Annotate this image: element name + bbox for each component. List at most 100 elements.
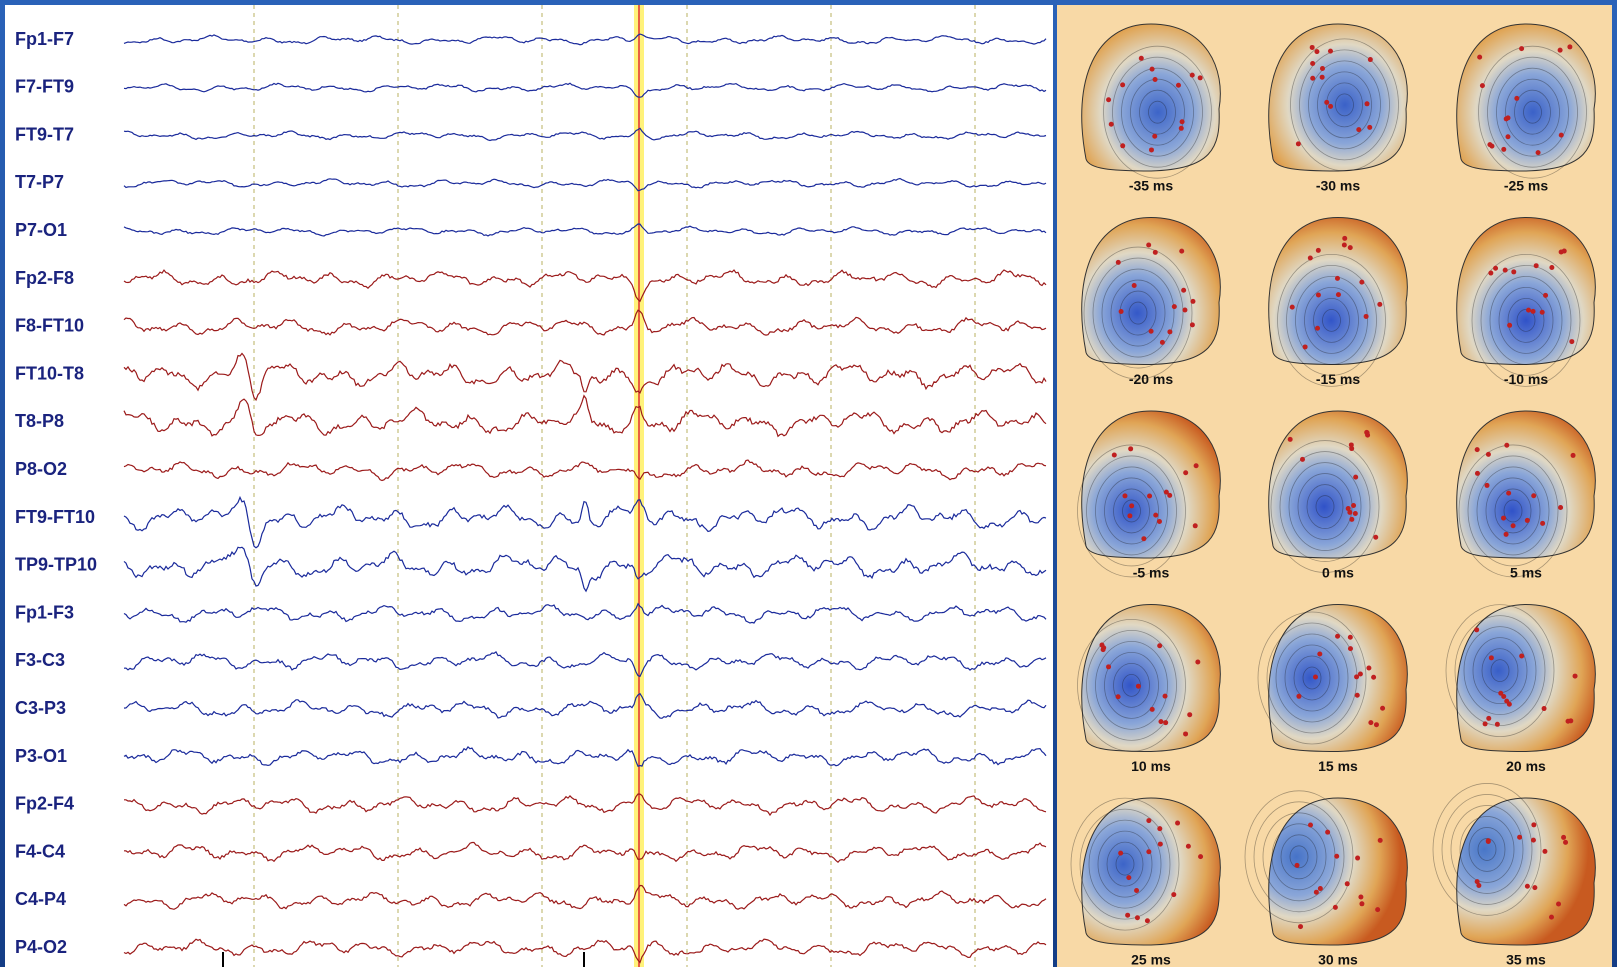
electrode — [1315, 326, 1320, 331]
electrode — [1122, 493, 1127, 498]
channel-label: Fp2-F4 — [15, 794, 74, 814]
electrode — [1358, 895, 1363, 900]
electrode — [1531, 822, 1536, 827]
electrode — [1150, 707, 1155, 712]
electrode — [1300, 457, 1305, 462]
electrode — [1153, 513, 1158, 518]
electrode — [1152, 134, 1157, 139]
electrode — [1308, 823, 1313, 828]
electrode — [1368, 57, 1373, 62]
electrode — [1320, 66, 1325, 71]
electrode — [1290, 305, 1295, 310]
electrode — [1190, 73, 1195, 78]
electrode — [1163, 720, 1168, 725]
map-label: -25 ms — [1504, 178, 1549, 194]
electrode — [1525, 884, 1530, 889]
electrode — [1359, 901, 1364, 906]
electrode — [1314, 49, 1319, 54]
electrode — [1198, 75, 1203, 80]
electrode — [1345, 881, 1350, 886]
electrode — [1150, 67, 1155, 72]
electrode — [1359, 280, 1364, 285]
electrode — [1573, 674, 1578, 679]
electrode — [1186, 844, 1191, 849]
map-label: -15 ms — [1316, 371, 1361, 387]
electrode — [1320, 75, 1325, 80]
electrode — [1106, 664, 1111, 669]
electrode — [1377, 302, 1382, 307]
electrode — [1475, 447, 1480, 452]
channel-label: P4-O2 — [15, 937, 67, 957]
electrode — [1167, 493, 1172, 498]
electrode — [1514, 96, 1519, 101]
electrode — [1198, 854, 1203, 859]
electrode — [1504, 699, 1509, 704]
electrode — [1158, 842, 1163, 847]
electrode — [1483, 721, 1488, 726]
electrode — [1141, 536, 1146, 541]
electrode — [1373, 535, 1378, 540]
electrode — [1171, 892, 1176, 897]
electrode — [1139, 56, 1144, 61]
electrode — [1501, 694, 1506, 699]
electrode — [1325, 830, 1330, 835]
map-label: -35 ms — [1129, 178, 1174, 194]
electrode — [1559, 133, 1564, 138]
electrode — [1375, 907, 1380, 912]
electrode — [1149, 329, 1154, 334]
eeg-screen: Fp1-F7F7-FT9FT9-T7T7-P7P7-O1Fp2-F8F8-FT1… — [0, 0, 1617, 967]
electrode — [1534, 263, 1539, 268]
map-label: -10 ms — [1504, 371, 1549, 387]
electrode — [1310, 76, 1315, 81]
electrode — [1543, 293, 1548, 298]
electrode — [1504, 443, 1509, 448]
electrode — [1542, 706, 1547, 711]
electrode — [1116, 694, 1121, 699]
electrode — [1485, 483, 1490, 488]
electrode — [1157, 826, 1162, 831]
electrode — [1119, 309, 1124, 314]
electrode — [1129, 503, 1134, 508]
electrode — [1511, 269, 1516, 274]
electrode — [1120, 143, 1125, 148]
electrode — [1157, 519, 1162, 524]
map-label: 35 ms — [1506, 952, 1546, 967]
electrode — [1179, 249, 1184, 254]
electrode — [1295, 863, 1300, 868]
electrode — [1526, 308, 1531, 313]
electrode — [1163, 694, 1168, 699]
electrode — [1147, 494, 1152, 499]
electrode — [1313, 675, 1318, 680]
electrode — [1563, 840, 1568, 845]
head-map — [1269, 605, 1408, 752]
electrode — [1556, 902, 1561, 907]
electrode — [1531, 838, 1536, 843]
electrode — [1571, 453, 1576, 458]
electrode — [1126, 875, 1131, 880]
electrode — [1355, 856, 1360, 861]
head-map — [1269, 798, 1408, 945]
electrode — [1157, 643, 1162, 648]
electrode — [1542, 849, 1547, 854]
electrode — [1489, 655, 1494, 660]
electrode — [1324, 100, 1329, 105]
electrode — [1194, 463, 1199, 468]
electrode — [1167, 329, 1172, 334]
electrode — [1531, 309, 1536, 314]
electrode — [1366, 666, 1371, 671]
electrode — [1356, 127, 1361, 132]
channel-label: F3-C3 — [15, 650, 65, 670]
electrode — [1488, 271, 1493, 276]
electrode — [1310, 61, 1315, 66]
electrode — [1475, 471, 1480, 476]
electrode — [1195, 660, 1200, 665]
map-label: 25 ms — [1131, 952, 1171, 967]
electrode — [1296, 694, 1301, 699]
head-map — [1269, 218, 1408, 365]
channel-label: T8-P8 — [15, 411, 64, 431]
electrode — [1549, 915, 1554, 920]
electrode — [1351, 503, 1356, 508]
electrode — [1298, 924, 1303, 929]
electrode — [1525, 518, 1530, 523]
map-label: 5 ms — [1510, 565, 1542, 581]
